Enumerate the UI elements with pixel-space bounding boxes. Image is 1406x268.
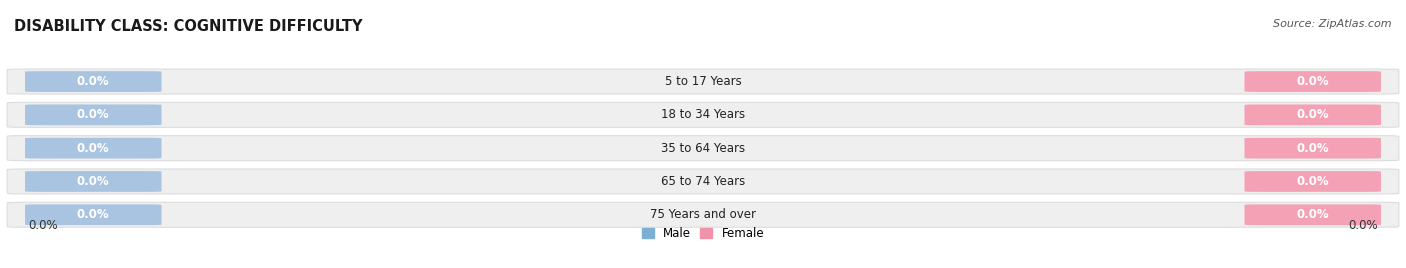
Text: 0.0%: 0.0% [1348,219,1378,232]
FancyBboxPatch shape [7,102,1399,127]
Text: 0.0%: 0.0% [77,208,110,221]
Text: Source: ZipAtlas.com: Source: ZipAtlas.com [1274,19,1392,29]
Text: 0.0%: 0.0% [77,75,110,88]
Text: 5 to 17 Years: 5 to 17 Years [665,75,741,88]
Legend: Male, Female: Male, Female [637,222,769,245]
Text: 75 Years and over: 75 Years and over [650,208,756,221]
FancyBboxPatch shape [1244,105,1381,125]
Text: 0.0%: 0.0% [1296,108,1329,121]
FancyBboxPatch shape [25,71,162,92]
Text: 0.0%: 0.0% [1296,142,1329,155]
FancyBboxPatch shape [1244,71,1381,92]
FancyBboxPatch shape [25,204,162,225]
FancyBboxPatch shape [25,105,162,125]
Text: DISABILITY CLASS: COGNITIVE DIFFICULTY: DISABILITY CLASS: COGNITIVE DIFFICULTY [14,19,363,34]
Text: 35 to 64 Years: 35 to 64 Years [661,142,745,155]
Text: 18 to 34 Years: 18 to 34 Years [661,108,745,121]
Text: 65 to 74 Years: 65 to 74 Years [661,175,745,188]
FancyBboxPatch shape [25,138,162,159]
FancyBboxPatch shape [1244,138,1381,159]
FancyBboxPatch shape [1244,171,1381,192]
FancyBboxPatch shape [25,171,162,192]
FancyBboxPatch shape [7,202,1399,227]
Text: 0.0%: 0.0% [77,108,110,121]
Text: 0.0%: 0.0% [77,175,110,188]
Text: 0.0%: 0.0% [77,142,110,155]
FancyBboxPatch shape [7,69,1399,94]
Text: 0.0%: 0.0% [1296,208,1329,221]
FancyBboxPatch shape [7,136,1399,161]
FancyBboxPatch shape [7,169,1399,194]
Text: 0.0%: 0.0% [1296,75,1329,88]
Text: 0.0%: 0.0% [28,219,58,232]
Text: 0.0%: 0.0% [1296,175,1329,188]
FancyBboxPatch shape [1244,204,1381,225]
